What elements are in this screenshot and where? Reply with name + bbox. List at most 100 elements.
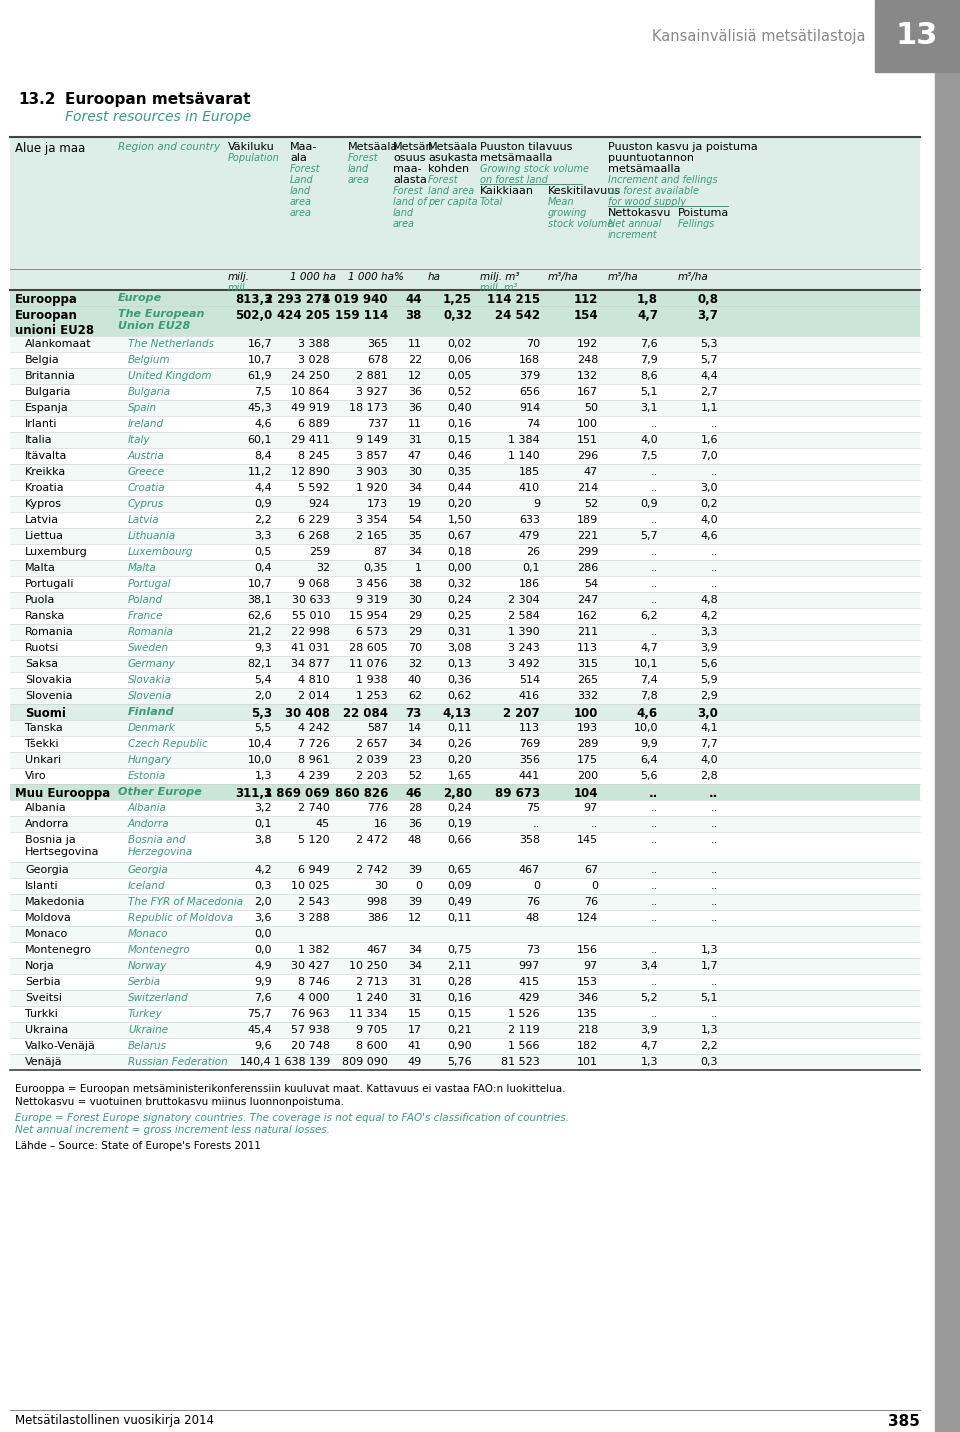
Text: 47: 47 [584, 467, 598, 477]
Text: 2 203: 2 203 [356, 770, 388, 780]
Text: 2 740: 2 740 [299, 803, 330, 813]
Text: Population: Population [228, 153, 279, 163]
Text: 4 239: 4 239 [299, 770, 330, 780]
Text: ..: .. [710, 563, 718, 573]
Text: 0,66: 0,66 [447, 835, 472, 845]
Bar [10, 528, 920, 544]
Text: 20 748: 20 748 [291, 1041, 330, 1051]
Text: 10 864: 10 864 [291, 387, 330, 397]
Text: 998: 998 [367, 896, 388, 906]
Text: 9,3: 9,3 [254, 643, 272, 653]
Text: 28: 28 [408, 803, 422, 813]
Text: Malta: Malta [25, 563, 56, 573]
Text: Slovenia: Slovenia [25, 692, 73, 702]
Text: 4,9: 4,9 [254, 961, 272, 971]
Text: 0,65: 0,65 [447, 865, 472, 875]
Text: 0,2: 0,2 [701, 498, 718, 508]
Text: 28 605: 28 605 [349, 643, 388, 653]
Text: 2,11: 2,11 [447, 961, 472, 971]
Text: 0,28: 0,28 [447, 977, 472, 987]
Text: 441: 441 [518, 770, 540, 780]
Text: 1,3: 1,3 [701, 945, 718, 955]
Bar [10, 337, 920, 352]
Text: Euroopan metsävarat: Euroopan metsävarat [65, 92, 251, 107]
Text: 5,5: 5,5 [254, 723, 272, 733]
Text: land: land [290, 186, 311, 196]
Bar [10, 942, 920, 958]
Text: 2 657: 2 657 [356, 739, 388, 749]
Text: 0,13: 0,13 [447, 659, 472, 669]
Bar [10, 878, 920, 894]
Text: 154: 154 [573, 309, 598, 322]
Text: 175: 175 [577, 755, 598, 765]
Text: 34: 34 [408, 547, 422, 557]
Text: 813,3: 813,3 [235, 294, 272, 306]
Text: 379: 379 [518, 371, 540, 381]
Text: 55 010: 55 010 [292, 611, 330, 621]
Text: 0,02: 0,02 [447, 339, 472, 349]
Text: 0,1: 0,1 [522, 563, 540, 573]
Text: Germany: Germany [128, 659, 176, 669]
Text: 113: 113 [577, 643, 598, 653]
Text: Montenegro: Montenegro [128, 945, 191, 955]
Bar [10, 384, 920, 400]
Text: 140,4: 140,4 [240, 1057, 272, 1067]
Text: ..: .. [651, 483, 658, 493]
Text: 0,90: 0,90 [447, 1041, 472, 1051]
Text: 479: 479 [518, 531, 540, 541]
Text: 7,6: 7,6 [254, 992, 272, 1002]
Text: area: area [290, 208, 312, 218]
Bar [10, 417, 920, 432]
Text: 259: 259 [309, 547, 330, 557]
Bar [10, 1007, 920, 1022]
Text: Italy: Italy [128, 435, 151, 445]
Text: 0,49: 0,49 [447, 896, 472, 906]
Text: 218: 218 [577, 1025, 598, 1035]
Text: 10 025: 10 025 [292, 881, 330, 891]
Text: 10,4: 10,4 [248, 739, 272, 749]
Text: Other Europe: Other Europe [118, 788, 202, 798]
Text: Puola: Puola [25, 596, 56, 604]
Text: 1,65: 1,65 [447, 770, 472, 780]
Text: Bulgaria: Bulgaria [128, 387, 171, 397]
Text: 1,1: 1,1 [701, 402, 718, 412]
Text: 6 949: 6 949 [299, 865, 330, 875]
Text: 45,4: 45,4 [248, 1025, 272, 1035]
Text: Albania: Albania [128, 803, 167, 813]
Text: 7,6: 7,6 [640, 339, 658, 349]
Text: 153: 153 [577, 977, 598, 987]
Text: ..: .. [651, 835, 658, 845]
Text: 173: 173 [367, 498, 388, 508]
Text: Bosnia and
Herzegovina: Bosnia and Herzegovina [128, 835, 193, 856]
Text: 4 810: 4 810 [299, 674, 330, 684]
Bar [10, 1038, 920, 1054]
Text: 2,2: 2,2 [254, 516, 272, 526]
Text: Fellings: Fellings [678, 219, 715, 229]
Text: 47: 47 [408, 451, 422, 461]
Text: ..: .. [710, 547, 718, 557]
Text: 0,5: 0,5 [254, 547, 272, 557]
Text: Alue ja maa: Alue ja maa [15, 142, 85, 155]
Text: 40: 40 [408, 674, 422, 684]
Text: 17: 17 [408, 1025, 422, 1035]
Text: 10,7: 10,7 [248, 579, 272, 589]
Text: 29: 29 [408, 611, 422, 621]
Text: metsämaalla: metsämaalla [608, 165, 681, 175]
Text: Mean: Mean [548, 198, 574, 208]
Text: 4,13: 4,13 [443, 707, 472, 720]
Text: 4,0: 4,0 [701, 755, 718, 765]
Text: 7,7: 7,7 [700, 739, 718, 749]
Text: 5,76: 5,76 [447, 1057, 472, 1067]
Text: 6,2: 6,2 [640, 611, 658, 621]
Text: 6 229: 6 229 [299, 516, 330, 526]
Text: 0,15: 0,15 [447, 435, 472, 445]
Text: 4,7: 4,7 [640, 1041, 658, 1051]
Bar [10, 894, 920, 909]
Text: Nettokasvu = vuotuinen bruttokasvu miinus luonnonpoistuma.: Nettokasvu = vuotuinen bruttokasvu miinu… [15, 1097, 344, 1107]
Text: ..: .. [710, 977, 718, 987]
Text: land area: land area [428, 186, 474, 196]
Text: ..: .. [651, 579, 658, 589]
Text: 41: 41 [408, 1041, 422, 1051]
Text: 10,0: 10,0 [248, 755, 272, 765]
Text: The Netherlands: The Netherlands [128, 339, 214, 349]
